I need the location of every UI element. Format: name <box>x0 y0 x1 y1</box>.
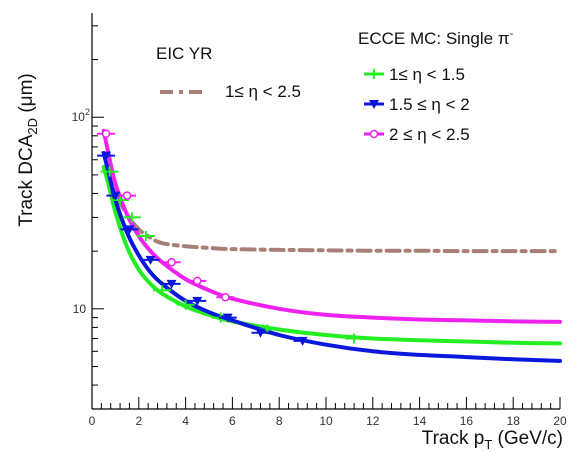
marker-triangle <box>145 255 156 265</box>
data-point-1-8 <box>345 333 364 344</box>
legend-swatch-marker-2 <box>365 129 383 139</box>
data-point-1-2 <box>122 212 141 223</box>
data-point-3-0 <box>97 129 116 138</box>
data-point-3-4 <box>216 292 235 302</box>
data-point-1-4 <box>153 285 172 296</box>
marker-triangle <box>166 279 177 289</box>
data-point-2-5 <box>188 296 207 306</box>
x-tick-label: 4 <box>182 414 189 428</box>
data-point-3-1 <box>118 191 137 200</box>
legend-label-right-2: 2 ≤ η < 2.5 <box>389 125 470 144</box>
x-axis-label: Track pT (GeV/c) <box>422 428 563 452</box>
legend-title-ecce: ECCE MC: Single π- <box>358 28 514 48</box>
series-line-3 <box>101 128 562 324</box>
marker-triangle <box>222 313 233 323</box>
data-point-2-4 <box>162 279 181 289</box>
legend-label-right-1: 1.5 ≤ η < 2 <box>389 95 470 114</box>
legend-swatch-marker-0 <box>365 69 383 79</box>
marker-circle <box>167 258 176 267</box>
x-tick-label: 8 <box>276 414 283 428</box>
x-tick-label: 12 <box>366 414 380 428</box>
legend-title-eic-yr: EIC YR <box>156 44 212 63</box>
data-point-2-6 <box>218 313 237 323</box>
marker-triangle <box>255 328 266 338</box>
x-tick-label: 6 <box>229 414 236 428</box>
data-point-2-3 <box>141 255 160 265</box>
y-axis-label: Track DCA2D (μm) <box>16 73 40 227</box>
x-tick-label: 10 <box>319 414 333 428</box>
marker-triangle <box>101 151 112 161</box>
x-tick-label: 0 <box>89 414 96 428</box>
x-tick-label: 14 <box>413 414 427 428</box>
x-tick-label: 20 <box>553 414 567 428</box>
marker-circle <box>101 129 111 138</box>
x-tick-label: 2 <box>135 414 142 428</box>
marker-triangle <box>297 336 308 346</box>
data-point-2-7 <box>251 328 270 338</box>
series-line-1 <box>101 165 562 346</box>
marker-circle <box>193 276 202 286</box>
ticks: 0 2 4 6 8 10 12 14 16 18 20 10 102 <box>72 25 567 428</box>
marker-circle <box>221 292 230 302</box>
series-curves <box>101 128 562 363</box>
data-point-1-0 <box>100 166 119 177</box>
legend-label-right-0: 1≤ η < 1.5 <box>389 65 465 84</box>
data-point-3-2 <box>162 258 181 267</box>
data-point-1-3 <box>136 230 155 241</box>
series-markers <box>97 129 364 346</box>
data-point-2-8 <box>293 336 312 346</box>
series-line-2 <box>101 151 562 363</box>
data-point-2-0 <box>97 151 116 161</box>
data-point-2-2 <box>120 225 139 235</box>
data-point-1-5 <box>176 299 195 310</box>
x-tick-label: 18 <box>507 414 521 428</box>
marker-circle <box>122 191 132 200</box>
legend-swatch-marker-1 <box>365 100 383 109</box>
data-point-1-1 <box>111 194 130 205</box>
marker-triangle <box>192 296 203 306</box>
marker-triangle <box>369 100 379 109</box>
legend-label-left-0: 1≤ η < 2.5 <box>225 82 301 101</box>
x-tick-label: 16 <box>460 414 474 428</box>
y-tick-label: 10 <box>73 302 87 316</box>
y-tick-label: 102 <box>72 107 90 124</box>
legend: 1≤ η < 2.5 1≤ η < 1.5 1.5 ≤ η < 2 2 ≤ η < 2… <box>160 65 470 144</box>
marker-triangle <box>124 225 135 235</box>
marker-circle <box>369 129 379 139</box>
marker-triangle <box>110 191 121 201</box>
data-point-3-3 <box>188 276 207 286</box>
